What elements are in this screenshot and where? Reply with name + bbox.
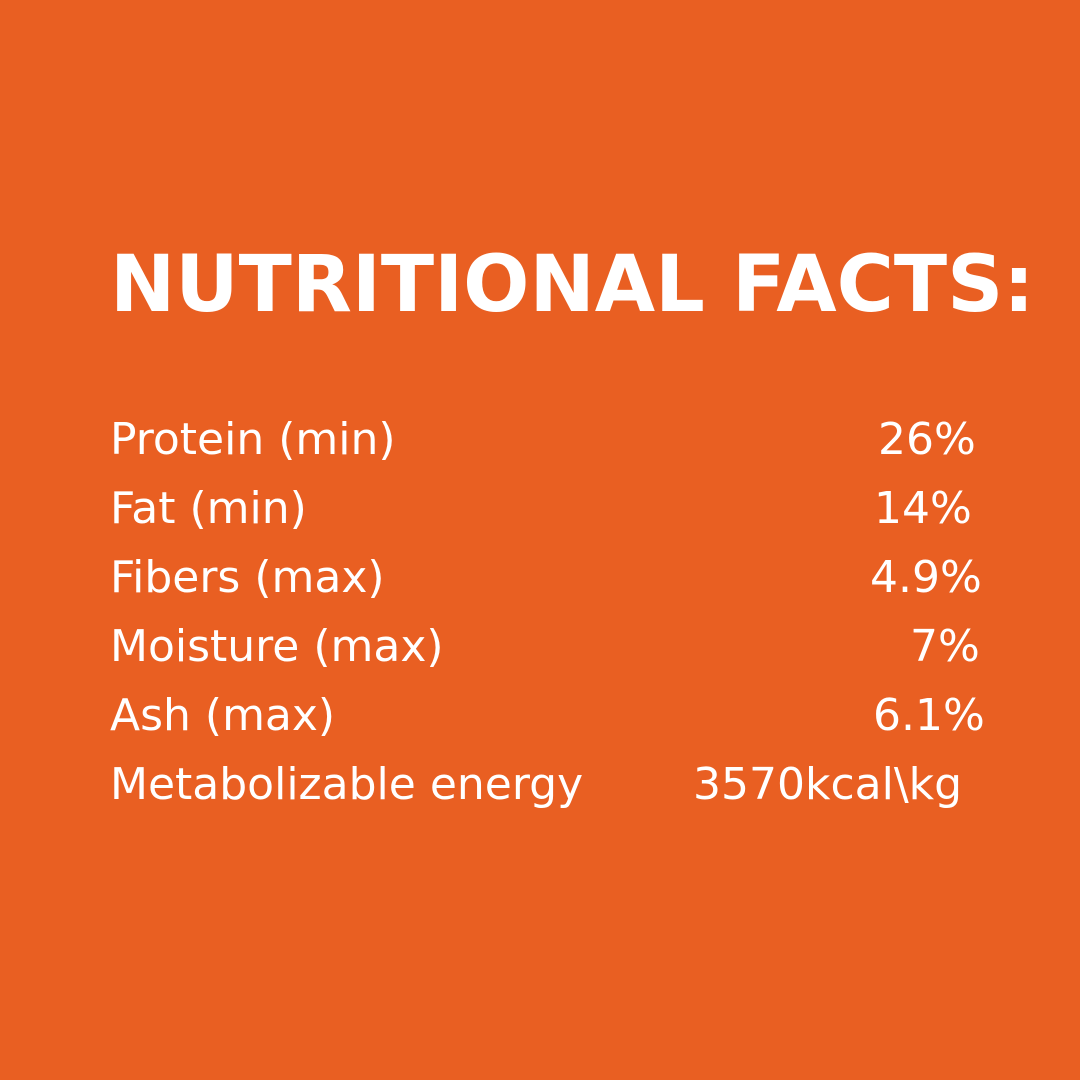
nutrition-row: Protein (min) 26% [0,410,1080,479]
nutrition-row: Metabolizable energy 3570kcal\kg [0,755,1080,824]
nutrition-row: Fat (min) 14% [0,479,1080,548]
nutrient-value: 3570kcal\kg [693,759,963,810]
nutrient-label: Ash (max) [110,690,336,741]
nutrition-row: Fibers (max) 4.9% [0,548,1080,617]
nutrient-label: Moisture (max) [110,621,444,672]
page-title: NUTRITIONAL FACTS: [110,240,1035,330]
nutrition-row: Ash (max) 6.1% [0,686,1080,755]
nutrient-value: 4.9% [870,552,982,603]
nutrient-label: Fibers (max) [110,552,385,603]
nutrient-label: Fat (min) [110,483,307,534]
nutrient-label: Metabolizable energy [110,759,584,810]
nutrient-value: 7% [910,621,980,672]
nutrition-row: Moisture (max) 7% [0,617,1080,686]
nutrient-value: 26% [878,414,976,465]
nutrient-label: Protein (min) [110,414,396,465]
nutrient-value: 14% [874,483,972,534]
nutrient-value: 6.1% [873,690,985,741]
